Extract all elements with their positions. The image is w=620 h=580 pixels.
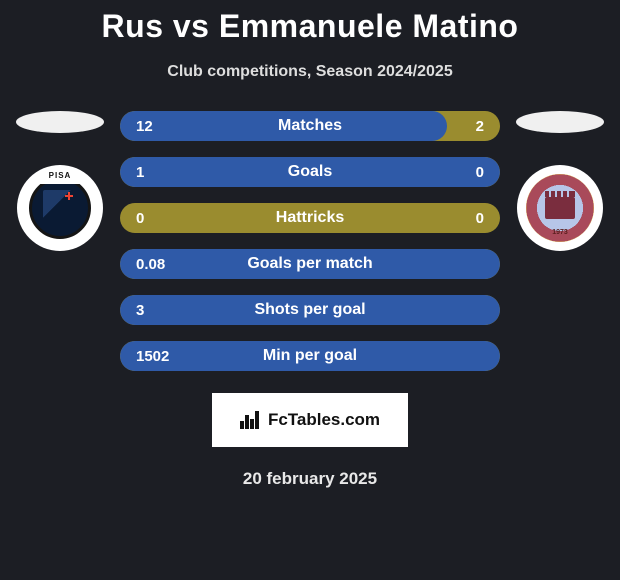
stat-left-value: 12 <box>120 118 180 135</box>
stat-left-value: 1502 <box>120 348 180 365</box>
stat-bar: 12 Matches 2 <box>120 111 500 141</box>
stat-right-value: 0 <box>476 164 484 181</box>
stat-left-value: 3 <box>120 302 180 319</box>
stat-bar: 1 Goals 0 <box>120 157 500 187</box>
castle-icon <box>545 197 575 219</box>
pisa-badge-text: PISA <box>49 171 72 180</box>
stat-bar: 1502 Min per goal <box>120 341 500 371</box>
cittadella-year: 1973 <box>552 229 568 236</box>
stat-left-value: 0.08 <box>120 256 180 273</box>
stat-left-value: 0 <box>120 210 180 227</box>
footer-date: 20 february 2025 <box>0 469 620 489</box>
brand-badge: FcTables.com <box>212 393 408 447</box>
stat-label: Goals <box>288 163 332 181</box>
content-row: PISA 12 Matches 2 1 Goals 0 0 Hattricks 0 0.08 Goa… <box>0 111 620 371</box>
stat-bars: 12 Matches 2 1 Goals 0 0 Hattricks 0 0.08 Goals pe… <box>120 111 500 371</box>
stat-bar: 0 Hattricks 0 <box>120 203 500 233</box>
brand-text: FcTables.com <box>268 410 380 430</box>
right-team-badge: 1973 <box>517 165 603 251</box>
pisa-shield-icon <box>43 190 77 226</box>
stat-bar: 0.08 Goals per match <box>120 249 500 279</box>
page-subtitle: Club competitions, Season 2024/2025 <box>0 63 620 81</box>
bar-chart-icon <box>240 411 262 429</box>
left-team-badge: PISA <box>17 165 103 251</box>
stat-label: Shots per goal <box>254 301 365 319</box>
page-title: Rus vs Emmanuele Matino <box>0 8 620 45</box>
stat-label: Hattricks <box>276 209 344 227</box>
stat-left-value: 1 <box>120 164 180 181</box>
right-side: 1973 <box>510 111 610 251</box>
right-player-placeholder <box>516 111 604 133</box>
stat-right-value: 2 <box>476 118 484 135</box>
left-side: PISA <box>10 111 110 251</box>
pisa-badge-icon: PISA <box>29 177 91 239</box>
pisa-cross-icon <box>65 192 73 200</box>
stat-right-value: 0 <box>476 210 484 227</box>
left-player-placeholder <box>16 111 104 133</box>
stat-bar: 3 Shots per goal <box>120 295 500 325</box>
comparison-card: Rus vs Emmanuele Matino Club competition… <box>0 0 620 489</box>
stat-label: Min per goal <box>263 347 357 365</box>
cittadella-badge-icon: 1973 <box>526 174 594 242</box>
stat-label: Goals per match <box>247 255 372 273</box>
stat-label: Matches <box>278 117 342 135</box>
